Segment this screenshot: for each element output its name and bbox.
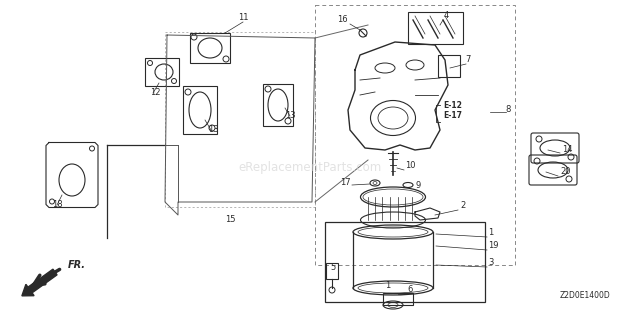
Text: 20: 20 xyxy=(560,167,570,176)
Text: 1: 1 xyxy=(488,228,494,237)
Text: 7: 7 xyxy=(466,55,471,64)
Text: 2: 2 xyxy=(460,201,465,210)
Bar xyxy=(315,5,515,265)
Text: 13: 13 xyxy=(285,111,295,120)
Text: 15: 15 xyxy=(224,215,235,224)
Bar xyxy=(325,222,485,302)
Bar xyxy=(383,293,413,305)
Text: 1: 1 xyxy=(386,281,391,290)
Text: E-12: E-12 xyxy=(443,101,462,110)
Bar xyxy=(165,32,315,207)
Text: 19: 19 xyxy=(488,241,498,250)
Bar xyxy=(145,58,179,86)
Bar xyxy=(326,263,338,279)
Text: FR.: FR. xyxy=(68,260,86,270)
Text: 4: 4 xyxy=(443,11,449,20)
FancyArrow shape xyxy=(22,269,57,296)
Text: 10: 10 xyxy=(405,161,415,170)
Text: E-17: E-17 xyxy=(443,111,462,120)
Text: eReplacementParts.com: eReplacementParts.com xyxy=(238,162,382,175)
Text: 18: 18 xyxy=(51,200,63,209)
Text: 13: 13 xyxy=(208,125,218,134)
Bar xyxy=(408,12,463,44)
Text: 3: 3 xyxy=(488,258,494,267)
Text: 16: 16 xyxy=(337,15,347,24)
Text: 12: 12 xyxy=(150,88,160,97)
Bar xyxy=(190,33,230,63)
Bar xyxy=(438,55,460,77)
Text: 6: 6 xyxy=(407,285,412,294)
Text: 5: 5 xyxy=(330,263,335,272)
Text: Z2D0E1400D: Z2D0E1400D xyxy=(559,291,610,300)
Text: 14: 14 xyxy=(562,145,572,154)
Bar xyxy=(183,86,217,134)
Text: 8: 8 xyxy=(505,105,511,114)
Text: 9: 9 xyxy=(415,181,420,190)
Bar xyxy=(263,84,293,126)
Text: 11: 11 xyxy=(237,13,248,22)
Text: 17: 17 xyxy=(340,178,350,187)
